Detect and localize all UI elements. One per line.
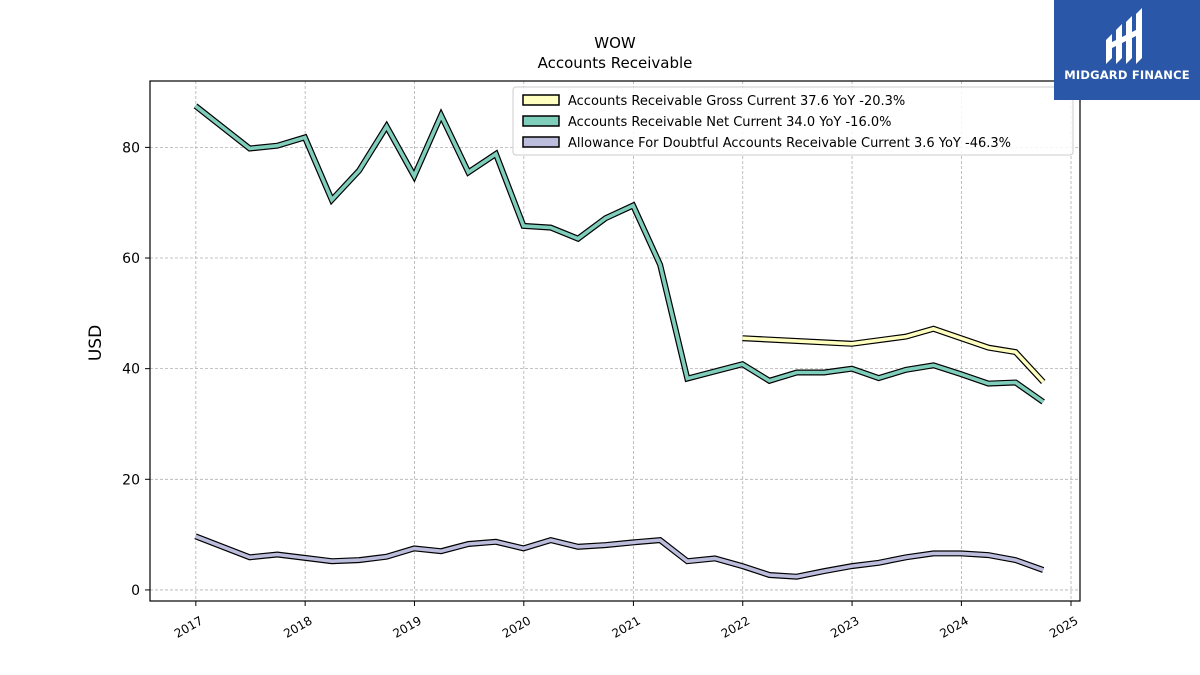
x-axis: 2017 2018 2019 2020 2021 2022 2023 2024 2025 — [172, 601, 1081, 641]
x-tick-label: 2025 — [1047, 613, 1080, 640]
x-tick-label: 2017 — [172, 613, 205, 640]
legend-label: Allowance For Doubtful Accounts Receivab… — [568, 136, 1011, 151]
y-tick-label: 60 — [122, 251, 140, 267]
x-tick-label: 2021 — [609, 613, 642, 640]
chart-title: WOW — [594, 34, 636, 52]
y-tick-label: 80 — [122, 140, 140, 156]
brand-name: MIDGARD FINANCE — [1064, 68, 1190, 82]
x-tick-label: 2020 — [500, 613, 533, 640]
plot-frame — [149, 80, 1081, 602]
legend-label: Accounts Receivable Net Current 34.0 YoY… — [568, 115, 891, 130]
logo-mark-icon — [1106, 8, 1142, 64]
x-tick-label: 2018 — [281, 613, 314, 640]
x-tick-label: 2023 — [828, 613, 861, 640]
y-axis: 0 20 40 60 80 — [122, 140, 150, 599]
series-line — [194, 534, 1044, 579]
legend: Accounts Receivable Gross Current 37.6 Y… — [512, 86, 1074, 156]
x-tick-label: 2019 — [391, 613, 424, 640]
series-lines — [193, 103, 1046, 580]
y-axis-label: USD — [86, 325, 106, 361]
y-tick-label: 20 — [122, 472, 140, 488]
legend-box — [512, 86, 1074, 156]
x-tick-label: 2024 — [937, 613, 970, 640]
legend-swatch — [522, 94, 560, 106]
legend-label: Accounts Receivable Gross Current 37.6 Y… — [568, 94, 905, 109]
legend-swatch — [522, 115, 560, 127]
y-tick-label: 0 — [131, 583, 140, 599]
brand-logo: MIDGARD FINANCE — [1054, 0, 1200, 100]
x-tick-label: 2022 — [719, 613, 752, 640]
grid — [150, 81, 1080, 601]
y-tick-label: 40 — [122, 362, 140, 378]
legend-swatch — [522, 136, 560, 148]
chart-subtitle: Accounts Receivable — [538, 54, 693, 72]
